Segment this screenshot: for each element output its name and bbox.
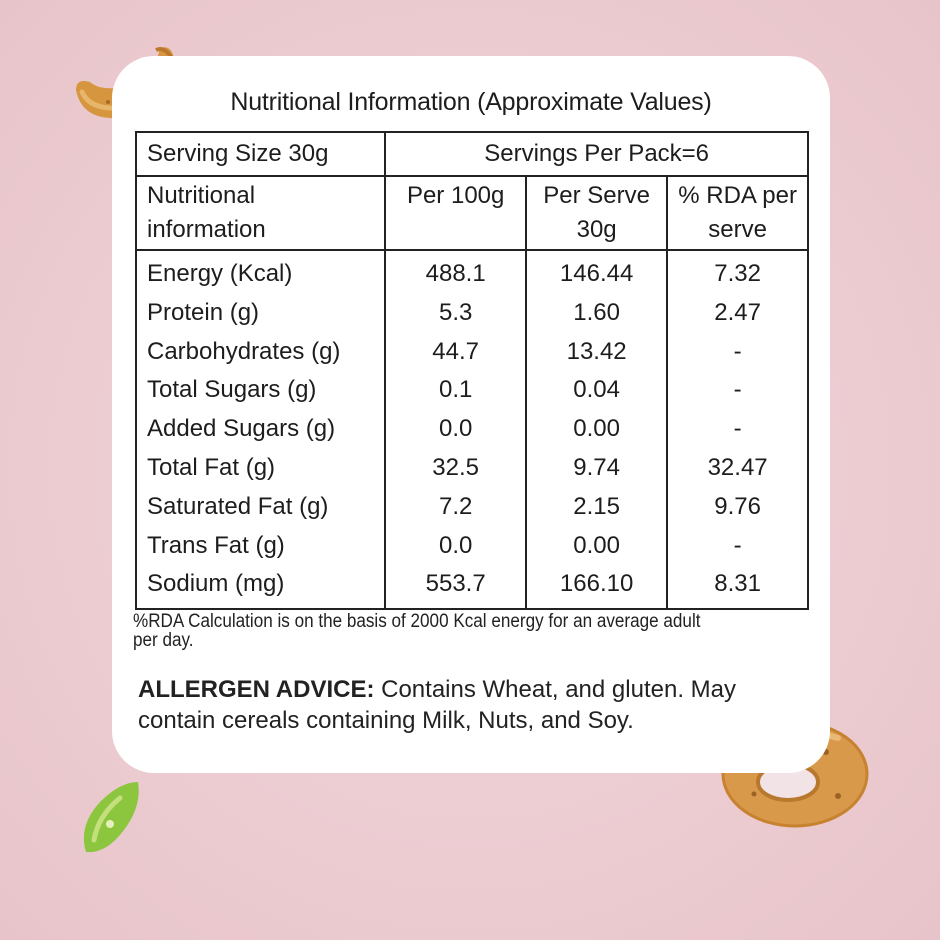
header-nutritional-information: Nutritional information: [134, 176, 387, 251]
nutrient-name: Added Sugars (g): [134, 410, 387, 449]
green-chili-icon: [83, 782, 139, 853]
per-serve-value: 1.60: [525, 293, 669, 333]
per-serve-value: 13.42: [525, 332, 669, 372]
rda-value: 32.47: [666, 448, 809, 488]
header-per-100g: Per 100g: [384, 176, 528, 251]
table-row: Trans Fat (g) 0.0 0.00 -: [134, 526, 809, 566]
allergen-label: ALLERGEN ADVICE:: [138, 676, 375, 703]
rda-value: 2.47: [666, 293, 809, 333]
per-serve-value: 0.04: [525, 371, 669, 411]
serving-row: Serving Size 30g Servings Per Pack=6: [134, 131, 809, 177]
rda-note: %RDA Calculation is on the basis of 2000…: [133, 611, 701, 651]
header-row: Nutritional information Per 100g Per Ser…: [134, 176, 809, 251]
nutrient-name: Sodium (mg): [134, 565, 387, 611]
per-100g-value: 7.2: [384, 487, 528, 527]
servings-per-pack: Servings Per Pack=6: [384, 131, 809, 177]
nutrient-name: Protein (g): [134, 293, 387, 333]
per-100g-value: 44.7: [384, 332, 528, 372]
per-serve-value: 0.00: [525, 526, 669, 566]
rda-value: -: [666, 410, 809, 449]
table-row: Total Sugars (g) 0.1 0.04 -: [134, 371, 809, 411]
per-serve-value: 2.15: [525, 487, 669, 527]
per-100g-value: 0.0: [384, 526, 528, 566]
rda-value: -: [666, 332, 809, 372]
per-100g-value: 488.1: [384, 250, 528, 294]
table-row: Carbohydrates (g) 44.7 13.42 -: [134, 332, 809, 372]
nutrition-title: Nutritional Information (Approximate Val…: [230, 88, 712, 116]
nutrient-name: Saturated Fat (g): [134, 487, 387, 527]
nutrient-name: Energy (Kcal): [134, 250, 387, 294]
nutrition-table: Serving Size 30g Servings Per Pack=6 Nut…: [134, 131, 809, 611]
nutrient-name: Trans Fat (g): [134, 526, 387, 566]
rda-value: -: [666, 526, 809, 566]
allergen-advice: ALLERGEN ADVICE: Contains Wheat, and glu…: [138, 674, 798, 736]
nutrient-name: Carbohydrates (g): [134, 332, 387, 372]
rda-value: -: [666, 371, 809, 411]
per-serve-value: 0.00: [525, 410, 669, 449]
per-100g-value: 0.0: [384, 410, 528, 449]
table-row: Added Sugars (g) 0.0 0.00 -: [134, 410, 809, 449]
nutrient-name: Total Fat (g): [134, 448, 387, 488]
per-100g-value: 5.3: [384, 293, 528, 333]
table-row: Sodium (mg) 553.7 166.10 8.31: [134, 565, 809, 611]
rda-value: 9.76: [666, 487, 809, 527]
per-100g-value: 0.1: [384, 371, 528, 411]
rda-value: 7.32: [666, 250, 809, 294]
per-100g-value: 553.7: [384, 565, 528, 611]
allergen-text: Contains Wheat, and gluten. May contain …: [138, 676, 736, 734]
rda-value: 8.31: [666, 565, 809, 611]
header-per-serve: Per Serve 30g: [525, 176, 669, 251]
table-row: Saturated Fat (g) 7.2 2.15 9.76: [134, 487, 809, 527]
per-serve-value: 9.74: [525, 448, 669, 488]
per-serve-value: 146.44: [525, 250, 669, 294]
per-100g-value: 32.5: [384, 448, 528, 488]
header-rda: % RDA per serve: [666, 176, 809, 251]
table-row: Energy (Kcal) 488.1 146.44 7.32: [134, 250, 809, 294]
serving-size: Serving Size 30g: [134, 131, 387, 177]
per-serve-value: 166.10: [525, 565, 669, 611]
nutrient-name: Total Sugars (g): [134, 371, 387, 411]
table-row: Total Fat (g) 32.5 9.74 32.47: [134, 448, 809, 488]
table-row: Protein (g) 5.3 1.60 2.47: [134, 293, 809, 333]
